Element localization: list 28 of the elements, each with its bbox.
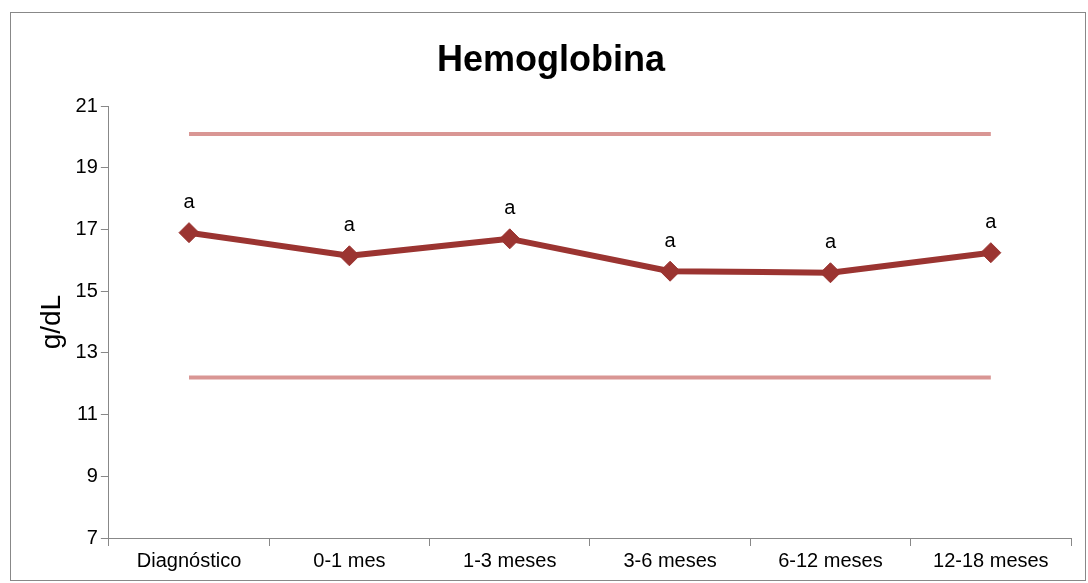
x-tick-label: Diagnóstico xyxy=(136,548,242,571)
y-tick-label: 9 xyxy=(86,463,98,486)
point xyxy=(499,228,521,250)
x-tick-label: 6-12 meses xyxy=(778,548,883,571)
y-tick-label: 7 xyxy=(86,525,98,548)
x-tick-label: 12-18 meses xyxy=(933,548,1049,571)
annotation: a xyxy=(664,228,677,251)
point xyxy=(178,222,200,244)
x-tick-label: 0-1 mes xyxy=(313,548,386,571)
y-tick-label: 11 xyxy=(77,402,98,425)
x-tick-label: 1-3 meses xyxy=(463,548,557,571)
point xyxy=(819,262,841,284)
chart-title: Hemoglobina xyxy=(436,37,666,79)
point xyxy=(980,242,1002,264)
x-tick-label: 3-6 meses xyxy=(623,548,717,571)
annotation: a xyxy=(504,196,517,219)
y-tick-label: 13 xyxy=(75,340,98,363)
y-tick-label: 17 xyxy=(75,217,98,240)
y-tick-label: 21 xyxy=(75,93,98,116)
annotation: a xyxy=(183,190,196,213)
point xyxy=(659,260,681,282)
annotation: a xyxy=(985,210,998,233)
point xyxy=(338,245,360,267)
y-tick-label: 19 xyxy=(75,155,98,178)
annotation: a xyxy=(343,213,356,236)
y-tick-label: 15 xyxy=(75,278,98,301)
y-axis-title: g/dL xyxy=(34,294,66,350)
annotation: a xyxy=(824,230,837,253)
